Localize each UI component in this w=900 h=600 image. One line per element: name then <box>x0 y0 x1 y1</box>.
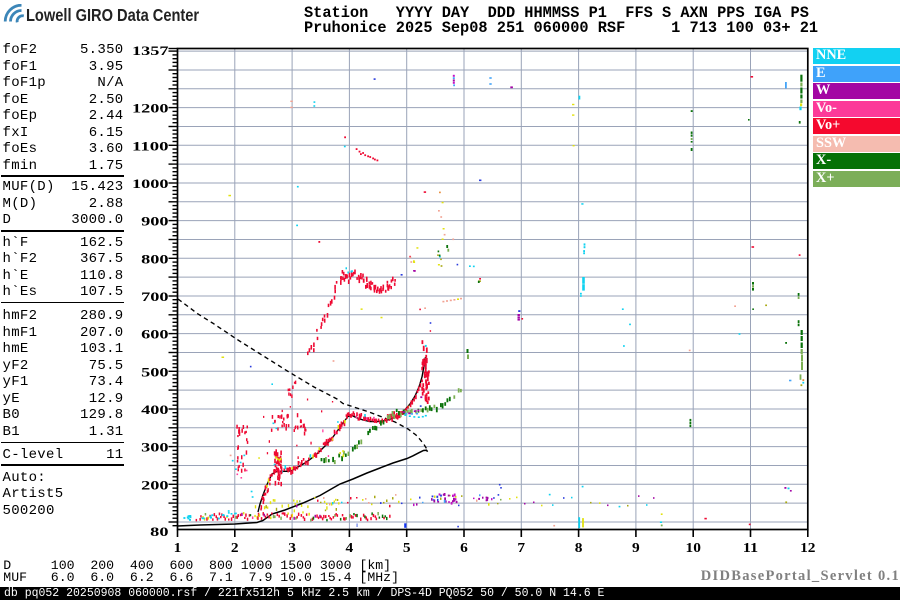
svg-text:8: 8 <box>575 541 583 556</box>
svg-text:200: 200 <box>141 477 168 492</box>
svg-text:9: 9 <box>632 541 640 556</box>
svg-text:5: 5 <box>403 541 411 556</box>
svg-text:700: 700 <box>141 289 168 304</box>
svg-text:80: 80 <box>150 524 168 539</box>
svg-text:1357: 1357 <box>132 43 169 58</box>
svg-text:1100: 1100 <box>132 138 169 153</box>
svg-text:3: 3 <box>288 541 296 556</box>
svg-text:10: 10 <box>686 541 701 556</box>
svg-text:6: 6 <box>460 541 468 556</box>
svg-text:7: 7 <box>517 541 525 556</box>
svg-text:500: 500 <box>141 364 168 379</box>
svg-text:400: 400 <box>141 402 168 417</box>
svg-text:4: 4 <box>346 541 354 556</box>
svg-text:800: 800 <box>141 251 168 266</box>
svg-text:12: 12 <box>800 541 815 556</box>
svg-text:11: 11 <box>743 541 758 556</box>
svg-text:2: 2 <box>231 541 239 556</box>
svg-text:900: 900 <box>141 214 168 229</box>
svg-text:1200: 1200 <box>132 101 169 116</box>
svg-text:600: 600 <box>141 327 168 342</box>
svg-text:1000: 1000 <box>132 176 169 191</box>
svg-text:1: 1 <box>174 541 182 556</box>
svg-text:300: 300 <box>141 440 168 455</box>
